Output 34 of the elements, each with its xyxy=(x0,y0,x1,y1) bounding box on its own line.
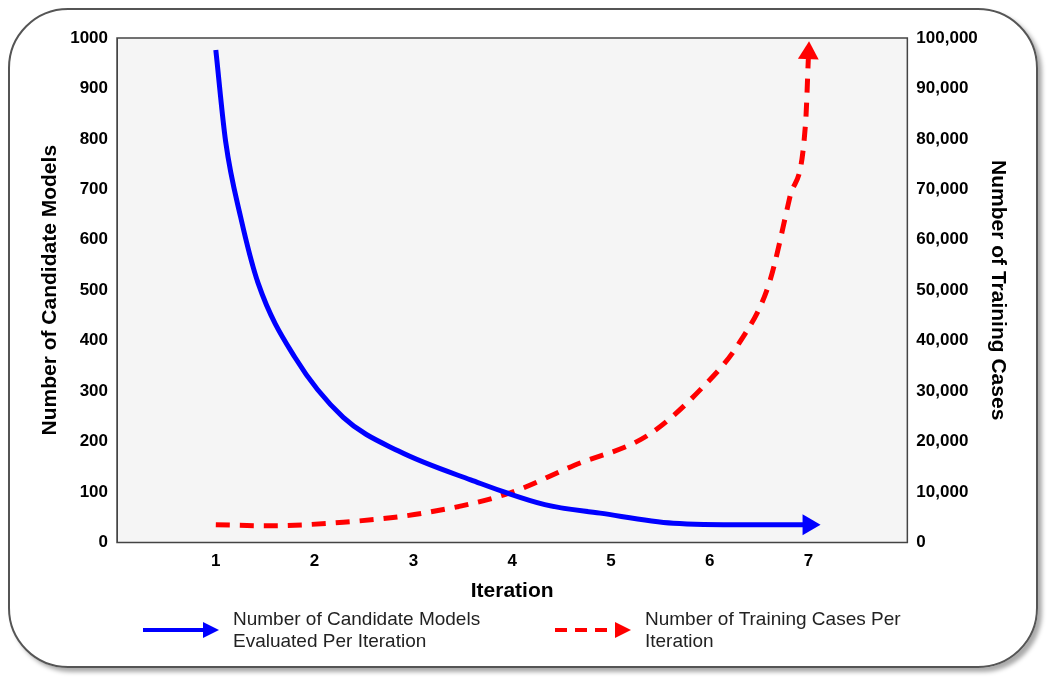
y2-tick-label: 40,000 xyxy=(916,330,969,350)
y-axis-title: Number of Candidate Models xyxy=(37,144,61,436)
y2-axis-title: Number of Training Cases xyxy=(987,160,1011,421)
y-tick-label: 700 xyxy=(79,179,109,199)
y-tick-label: 600 xyxy=(79,229,109,249)
x-tick-label: 6 xyxy=(705,551,715,571)
y-tick-label: 400 xyxy=(79,330,109,350)
y-tick-label: 200 xyxy=(79,431,109,451)
y-tick-label: 900 xyxy=(79,78,109,98)
y2-tick-label: 20,000 xyxy=(916,431,969,451)
legend-label: Number of Training Cases Per Iteration xyxy=(645,608,902,652)
x-tick-label: 3 xyxy=(408,551,419,571)
y-tick-label: 1000 xyxy=(70,27,109,47)
y-tick-label: 300 xyxy=(79,380,109,400)
y-tick-label: 500 xyxy=(79,279,109,299)
x-tick-label: 1 xyxy=(211,551,221,571)
x-tick-label: 2 xyxy=(309,551,320,571)
y2-tick-label: 50,000 xyxy=(916,279,969,299)
y-tick-label: 0 xyxy=(98,532,109,552)
x-axis-title: Iteration xyxy=(470,578,554,602)
x-tick-label: 4 xyxy=(507,551,518,571)
y2-tick-label: 100,000 xyxy=(916,27,978,47)
y2-tick-label: 80,000 xyxy=(916,128,969,148)
x-tick-label: 7 xyxy=(803,551,814,571)
y2-tick-label: 90,000 xyxy=(916,78,969,98)
y-tick-label: 100 xyxy=(79,481,109,501)
x-tick-label: 5 xyxy=(606,551,616,571)
y-tick-label: 800 xyxy=(79,128,109,148)
y2-tick-label: 0 xyxy=(916,532,926,552)
legend-label: Number of Candidate Models Evaluated Per Iteration xyxy=(233,608,482,652)
y2-tick-label: 30,000 xyxy=(916,380,969,400)
y2-tick-label: 60,000 xyxy=(916,229,969,249)
y2-tick-label: 70,000 xyxy=(916,179,969,199)
y2-tick-label: 10,000 xyxy=(916,481,969,501)
